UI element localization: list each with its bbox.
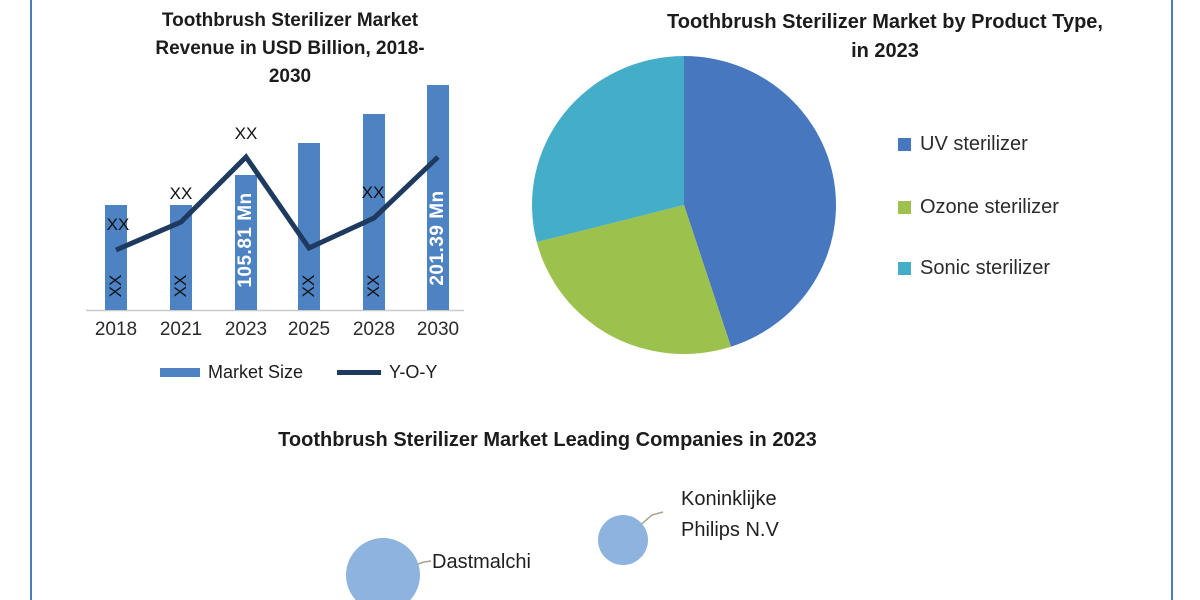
sonic-sterilizer-label: Sonic sterilizer xyxy=(920,257,1051,279)
revenue-title-line2: Revenue in USD Billion, 2018- xyxy=(155,38,425,59)
revenue-chart-title: Toothbrush Sterilizer Market Revenue in … xyxy=(115,7,465,91)
bar-annotation-4: XX xyxy=(106,274,125,298)
left-border-line xyxy=(30,0,32,600)
bar-2023 xyxy=(235,175,257,310)
x-axis-label-2023: 2023 xyxy=(224,319,268,340)
bar-2028 xyxy=(363,114,385,310)
x-axis-label-2025: 2025 xyxy=(287,319,331,340)
right-border-line xyxy=(1171,0,1173,600)
x-axis-label-2021: 2021 xyxy=(159,319,203,340)
philips-label-line1: Koninklijke xyxy=(681,488,777,510)
bar-annotation-7: XX xyxy=(364,274,383,298)
bar-2030 xyxy=(427,85,449,310)
pie-chart-title: Toothbrush Sterilizer Market by Product … xyxy=(610,8,1160,66)
pie-slice-ozone-sterilizer xyxy=(536,205,731,354)
x-axis-label-2018: 2018 xyxy=(94,319,138,340)
uv-sterilizer-swatch xyxy=(898,138,911,151)
ozone-sterilizer-swatch xyxy=(898,201,911,214)
pie-title-line1: Toothbrush Sterilizer Market by Product … xyxy=(667,11,1103,33)
bar-annotation-2: XX xyxy=(234,124,258,143)
market-size-legend-label: Market Size xyxy=(208,362,304,382)
bar-annotation-0: XX xyxy=(106,215,130,234)
philips-label: Koninklijke Philips N.V xyxy=(681,484,779,546)
ozone-sterilizer-label: Ozone sterilizer xyxy=(920,196,1059,218)
pie-legend-row-ozone: Ozone sterilizer xyxy=(898,196,1059,219)
bubble-koninklijke-philips-n.v xyxy=(598,515,648,565)
bubble-dastmalchi xyxy=(346,538,420,600)
dastmalchi-label: Dastmalchi xyxy=(432,551,531,573)
bar-2021 xyxy=(170,205,192,310)
bar-annotation-1: XX xyxy=(169,184,193,203)
sonic-sterilizer-swatch xyxy=(898,262,911,275)
pie-legend-row-sonic: Sonic sterilizer xyxy=(898,257,1050,280)
philips-label-line2: Philips N.V xyxy=(681,519,779,541)
bar-annotation-9: 201.39 Mn xyxy=(427,190,448,286)
revenue-title-line1: Toothbrush Sterilizer Market xyxy=(161,10,419,31)
market-size-swatch xyxy=(160,368,200,377)
pie-slice-uv-sterilizer xyxy=(684,56,837,347)
bar-annotation-3: XX xyxy=(361,183,385,202)
bar-annotation-6: XX xyxy=(299,274,318,298)
uv-sterilizer-label: UV sterilizer xyxy=(920,133,1028,155)
pie-title-line2: in 2023 xyxy=(851,40,919,62)
bar-2018 xyxy=(105,205,127,310)
x-axis-label-2030: 2030 xyxy=(416,319,460,340)
bar-annotation-5: XX xyxy=(171,274,190,298)
pie-slice-sonic-sterilizer xyxy=(531,56,684,243)
x-axis-label-2028: 2028 xyxy=(352,319,396,340)
leading-companies-title: Toothbrush Sterilizer Market Leading Com… xyxy=(278,429,817,451)
yoy-line-swatch xyxy=(337,370,382,375)
pie-legend-row-uv: UV sterilizer xyxy=(898,133,1028,156)
yoy-legend-label: Y-O-Y xyxy=(389,362,438,382)
revenue-title-line3: 2030 xyxy=(268,66,312,87)
bar-2025 xyxy=(298,143,320,310)
yoy-line-series xyxy=(115,153,440,253)
bar-annotation-8: 105.81 Mn xyxy=(235,192,256,288)
revenue-chart-legend: Market Size Y-O-Y xyxy=(160,362,437,383)
